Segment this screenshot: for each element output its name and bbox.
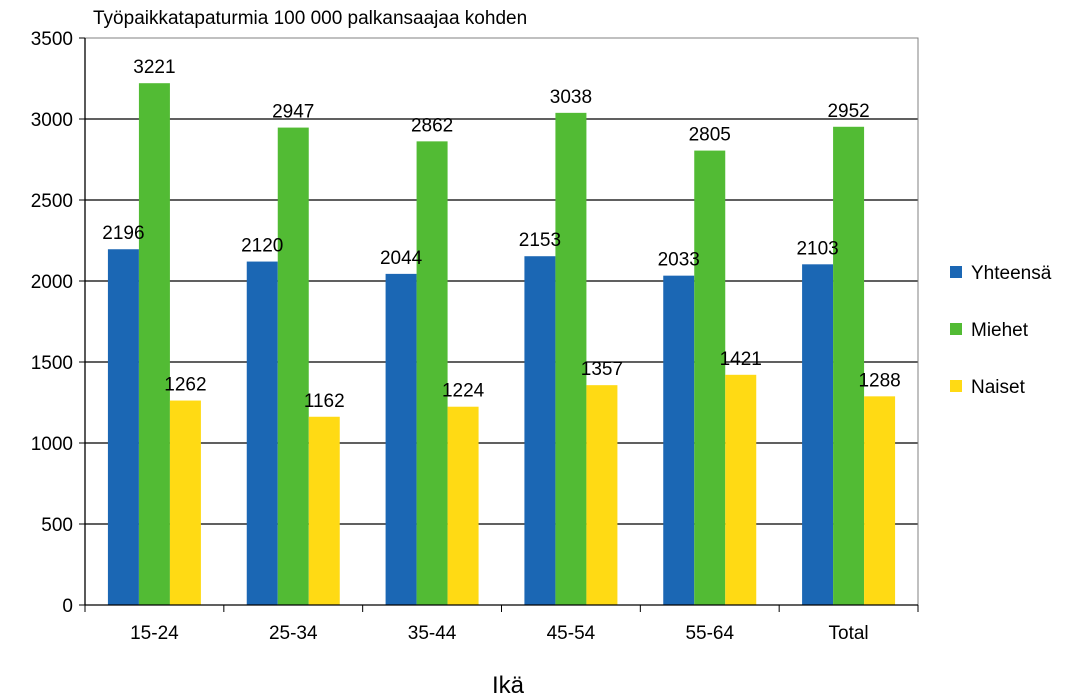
x-tick-label: Total (829, 623, 869, 644)
bar (447, 406, 479, 605)
bar (138, 83, 170, 605)
bar (802, 264, 834, 605)
data-label: 2153 (519, 230, 561, 251)
x-tick-label: 25-34 (269, 623, 318, 644)
bar (694, 150, 726, 605)
y-tick-label: 500 (41, 515, 73, 536)
x-tick-label: 55-64 (685, 623, 734, 644)
plot-area (84, 37, 919, 606)
data-label: 1421 (720, 349, 762, 370)
legend: Yhteensä Miehet Naiset (950, 263, 1052, 398)
y-tick-label: 1500 (31, 353, 73, 374)
legend-label: Miehet (971, 320, 1029, 341)
legend-label: Naiset (971, 377, 1026, 398)
bar (277, 127, 309, 605)
data-label: 1162 (304, 391, 345, 412)
data-label: 2805 (689, 125, 731, 146)
data-label: 3038 (550, 87, 592, 108)
data-label: 2103 (796, 238, 838, 259)
legend-swatch (950, 380, 962, 392)
bar (246, 261, 278, 605)
y-tick-label: 3500 (31, 29, 73, 50)
bar (416, 141, 448, 605)
y-tick-label: 2000 (31, 272, 73, 293)
chart-title: Työpaikkatapaturmia 100 000 palkansaajaa… (93, 8, 527, 29)
data-label: 2120 (241, 236, 283, 257)
data-label: 2862 (411, 115, 453, 136)
x-tick-label: 15-24 (130, 623, 179, 644)
y-tick-label: 2500 (31, 191, 73, 212)
bar (555, 112, 587, 606)
x-tick-label: 35-44 (408, 623, 457, 644)
bar (833, 126, 865, 605)
data-label: 1288 (858, 370, 900, 391)
y-tick-label: 3000 (31, 110, 73, 131)
data-label: 1224 (442, 381, 485, 402)
data-label: 2044 (380, 248, 423, 269)
y-tick-label: 1000 (31, 434, 73, 455)
legend-swatch (950, 323, 962, 335)
data-label: 1262 (164, 375, 206, 396)
data-label: 3221 (133, 57, 175, 78)
bar (107, 249, 139, 606)
bar (308, 416, 340, 605)
y-tick-label: 0 (62, 596, 73, 617)
bar (864, 396, 896, 605)
data-labels: 2196 3221 1262 2120 2947 1162 2044 2862 1224 2153… (102, 57, 900, 412)
data-label: 2947 (272, 102, 314, 123)
data-label: 2952 (827, 101, 869, 122)
bar (169, 400, 201, 605)
data-label: 2196 (102, 223, 144, 244)
x-tick-label: 45-54 (547, 623, 596, 644)
x-axis-title: Ikä (492, 672, 525, 699)
data-label: 1357 (581, 359, 623, 380)
bar (524, 256, 556, 605)
bar (725, 374, 757, 605)
bars (107, 83, 896, 606)
bar (385, 273, 417, 605)
legend-label: Yhteensä (971, 263, 1052, 284)
gridlines (85, 118, 918, 525)
bar (586, 385, 618, 605)
bar (663, 275, 695, 605)
axes: 0 500 1000 1500 2000 2500 3000 3500 15-24 25-34 35… (31, 29, 919, 644)
legend-swatch (950, 266, 962, 278)
data-label: 2033 (658, 250, 700, 271)
